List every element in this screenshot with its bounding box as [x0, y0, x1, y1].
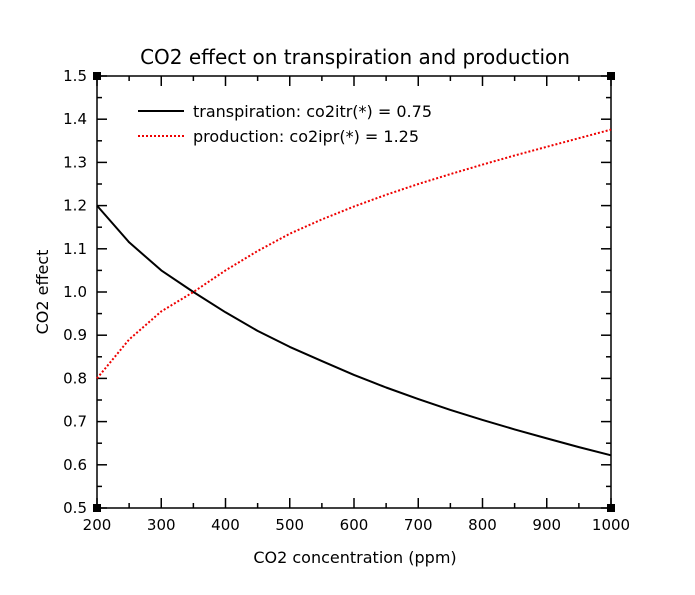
corner-marker [607, 72, 615, 80]
x-tick-label: 700 [404, 516, 433, 534]
x-tick-labels: 200 300 400 500 600 700 800 900 1000 [83, 516, 630, 534]
y-axis-label: CO2 effect [33, 250, 52, 335]
corner-marker [93, 504, 101, 512]
y-tick-label: 1.1 [63, 240, 87, 258]
y-tick-label: 1.0 [63, 283, 87, 301]
y-tick-labels: 0.5 0.6 0.7 0.8 0.9 1.0 1.1 1.2 1.3 1.4 1.5 [63, 67, 87, 517]
y-tick-label: 0.7 [63, 413, 87, 431]
legend-label: production: co2ipr(*) = 1.25 [193, 127, 419, 146]
series-line-transpiration [96, 204, 612, 457]
x-tick-label: 600 [340, 516, 369, 534]
x-axis-label: CO2 concentration (ppm) [253, 548, 456, 567]
legend-label: transpiration: co2itr(*) = 0.75 [193, 102, 432, 121]
corner-markers [93, 72, 615, 512]
y-tick-label: 0.5 [63, 499, 87, 517]
x-tick-label: 800 [468, 516, 497, 534]
series-line-production [96, 128, 612, 380]
series-lines [96, 128, 612, 457]
y-tick-label: 1.5 [63, 67, 87, 85]
x-tick-label: 200 [83, 516, 112, 534]
legend: transpiration: co2itr(*) = 0.75 productio… [138, 102, 432, 146]
x-tick-label: 900 [532, 516, 561, 534]
x-tick-label: 1000 [592, 516, 630, 534]
x-tick-label: 300 [147, 516, 176, 534]
y-tick-label: 1.4 [63, 110, 87, 128]
x-tick-label: 500 [275, 516, 304, 534]
chart-title: CO2 effect on transpiration and producti… [140, 45, 570, 69]
y-tick-label: 0.6 [63, 456, 87, 474]
x-tick-label: 400 [211, 516, 240, 534]
y-tick-label: 0.9 [63, 326, 87, 344]
y-tick-label: 1.3 [63, 153, 87, 171]
corner-marker [607, 504, 615, 512]
corner-marker [93, 72, 101, 80]
tick-marks [96, 75, 612, 509]
y-tick-label: 0.8 [63, 369, 87, 387]
y-tick-label: 1.2 [63, 197, 87, 215]
